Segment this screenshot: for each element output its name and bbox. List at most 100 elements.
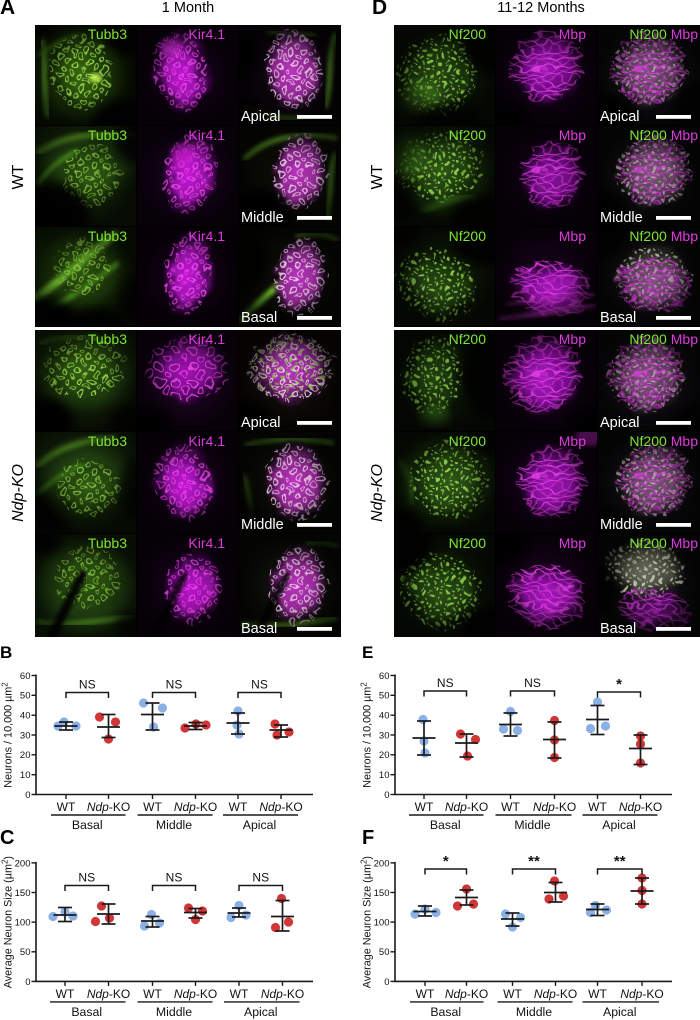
svg-text:Apical: Apical [600, 109, 640, 125]
svg-text:Mbp: Mbp [559, 535, 586, 551]
svg-text:50: 50 [379, 691, 390, 702]
svg-text:Kir4.1: Kir4.1 [188, 331, 225, 347]
svg-text:60: 60 [20, 671, 31, 682]
svg-text:Ndp-KO: Ndp-KO [87, 987, 130, 1001]
svg-text:20: 20 [379, 750, 390, 761]
svg-text:WT: WT [501, 800, 520, 814]
svg-text:100: 100 [374, 918, 390, 929]
svg-text:Tubb3: Tubb3 [88, 127, 127, 143]
svg-text:200: 200 [374, 858, 390, 869]
svg-text:30: 30 [379, 730, 390, 741]
svg-text:Mbp: Mbp [559, 127, 586, 143]
svg-text:0: 0 [25, 977, 30, 988]
svg-text:Middle: Middle [600, 210, 643, 226]
svg-text:NS: NS [166, 871, 183, 885]
svg-text:Basal: Basal [71, 1005, 102, 1019]
svg-text:Ndp-KO: Ndp-KO [619, 800, 662, 814]
svg-text:Basal: Basal [600, 621, 636, 637]
svg-text:Nf200: Nf200 [449, 331, 487, 347]
svg-text:WT: WT [143, 800, 162, 814]
svg-text:Apical: Apical [602, 818, 636, 832]
svg-text:Apical: Apical [241, 415, 281, 431]
svg-text:Ndp-KO: Ndp-KO [534, 987, 577, 1001]
svg-text:50: 50 [20, 947, 31, 958]
svg-text:NS: NS [251, 678, 268, 692]
svg-text:40: 40 [20, 711, 31, 722]
svg-text:Apical: Apical [244, 1005, 278, 1019]
svg-text:WT: WT [143, 987, 162, 1001]
svg-text:Nf200: Nf200 [449, 127, 487, 143]
svg-text:Ndp-KO: Ndp-KO [445, 800, 488, 814]
svg-text:Middle: Middle [600, 517, 643, 533]
svg-text:50: 50 [20, 691, 31, 702]
svg-text:150: 150 [374, 888, 390, 899]
svg-text:Basal: Basal [241, 310, 277, 326]
svg-text:Basal: Basal [600, 310, 636, 326]
svg-text:Average Neuron Size (µm2): Average Neuron Size (µm2) [0, 856, 15, 988]
svg-text:NS: NS [166, 678, 183, 692]
svg-text:**: ** [528, 853, 540, 870]
svg-text:WT: WT [416, 987, 435, 1001]
svg-text:Mbp: Mbp [559, 331, 586, 347]
svg-text:NS: NS [524, 676, 541, 690]
svg-text:Tubb3: Tubb3 [88, 331, 127, 347]
svg-text:Kir4.1: Kir4.1 [188, 127, 225, 143]
svg-text:WT: WT [588, 987, 607, 1001]
svg-text:Nf200: Nf200 [449, 228, 487, 244]
svg-text:150: 150 [15, 888, 31, 899]
svg-text:Ndp-KO: Ndp-KO [620, 987, 663, 1001]
svg-text:Basal: Basal [430, 1005, 461, 1019]
svg-text:WT: WT [503, 987, 522, 1001]
svg-text:Ndp-KO: Ndp-KO [87, 800, 130, 814]
svg-text:Ndp-KO: Ndp-KO [174, 987, 217, 1001]
svg-text:Average Neuron Size (µm2): Average Neuron Size (µm2) [359, 856, 374, 988]
svg-text:60: 60 [379, 671, 390, 682]
svg-text:Tubb3: Tubb3 [88, 535, 127, 551]
svg-text:Middle: Middle [241, 517, 284, 533]
svg-text:Apical: Apical [600, 415, 640, 431]
svg-text:Mbp: Mbp [559, 228, 586, 244]
svg-text:Mbp: Mbp [559, 26, 586, 42]
svg-text:50: 50 [379, 947, 390, 958]
svg-text:NS: NS [79, 678, 96, 692]
svg-text:Middle: Middle [156, 1005, 192, 1019]
svg-text:Kir4.1: Kir4.1 [188, 26, 225, 42]
svg-text:0: 0 [25, 790, 30, 801]
svg-text:200: 200 [15, 858, 31, 869]
svg-text:*: * [616, 676, 622, 693]
svg-text:Tubb3: Tubb3 [88, 433, 127, 449]
svg-text:Kir4.1: Kir4.1 [188, 433, 225, 449]
svg-text:Ndp-KO: Ndp-KO [445, 987, 488, 1001]
svg-text:10: 10 [20, 770, 31, 781]
svg-text:Basal: Basal [72, 818, 103, 832]
svg-text:Apical: Apical [243, 818, 277, 832]
svg-text:Ndp-KO: Ndp-KO [259, 800, 302, 814]
svg-text:*: * [443, 853, 449, 870]
svg-text:0: 0 [384, 790, 389, 801]
svg-text:Kir4.1: Kir4.1 [188, 228, 225, 244]
svg-text:NS: NS [437, 676, 454, 690]
svg-text:WT: WT [56, 987, 75, 1001]
svg-text:NS: NS [78, 871, 95, 885]
svg-text:WT: WT [588, 800, 607, 814]
svg-text:Nf200: Nf200 [449, 433, 487, 449]
svg-text:30: 30 [20, 730, 31, 741]
svg-text:Tubb3: Tubb3 [88, 228, 127, 244]
svg-text:10: 10 [379, 770, 390, 781]
svg-text:Apical: Apical [241, 109, 281, 125]
svg-text:**: ** [614, 853, 626, 870]
svg-text:Kir4.1: Kir4.1 [188, 535, 225, 551]
svg-text:Mbp: Mbp [559, 433, 586, 449]
svg-text:Apical: Apical [603, 1005, 637, 1019]
svg-text:WT: WT [415, 800, 434, 814]
svg-text:Basal: Basal [430, 818, 461, 832]
svg-text:Neurons / 10,000 µm2: Neurons / 10,000 µm2 [359, 682, 374, 788]
svg-text:Tubb3: Tubb3 [88, 26, 127, 42]
svg-text:Ndp-KO: Ndp-KO [533, 800, 576, 814]
svg-text:Middle: Middle [156, 818, 192, 832]
svg-text:Middle: Middle [514, 818, 550, 832]
svg-text:100: 100 [15, 918, 31, 929]
